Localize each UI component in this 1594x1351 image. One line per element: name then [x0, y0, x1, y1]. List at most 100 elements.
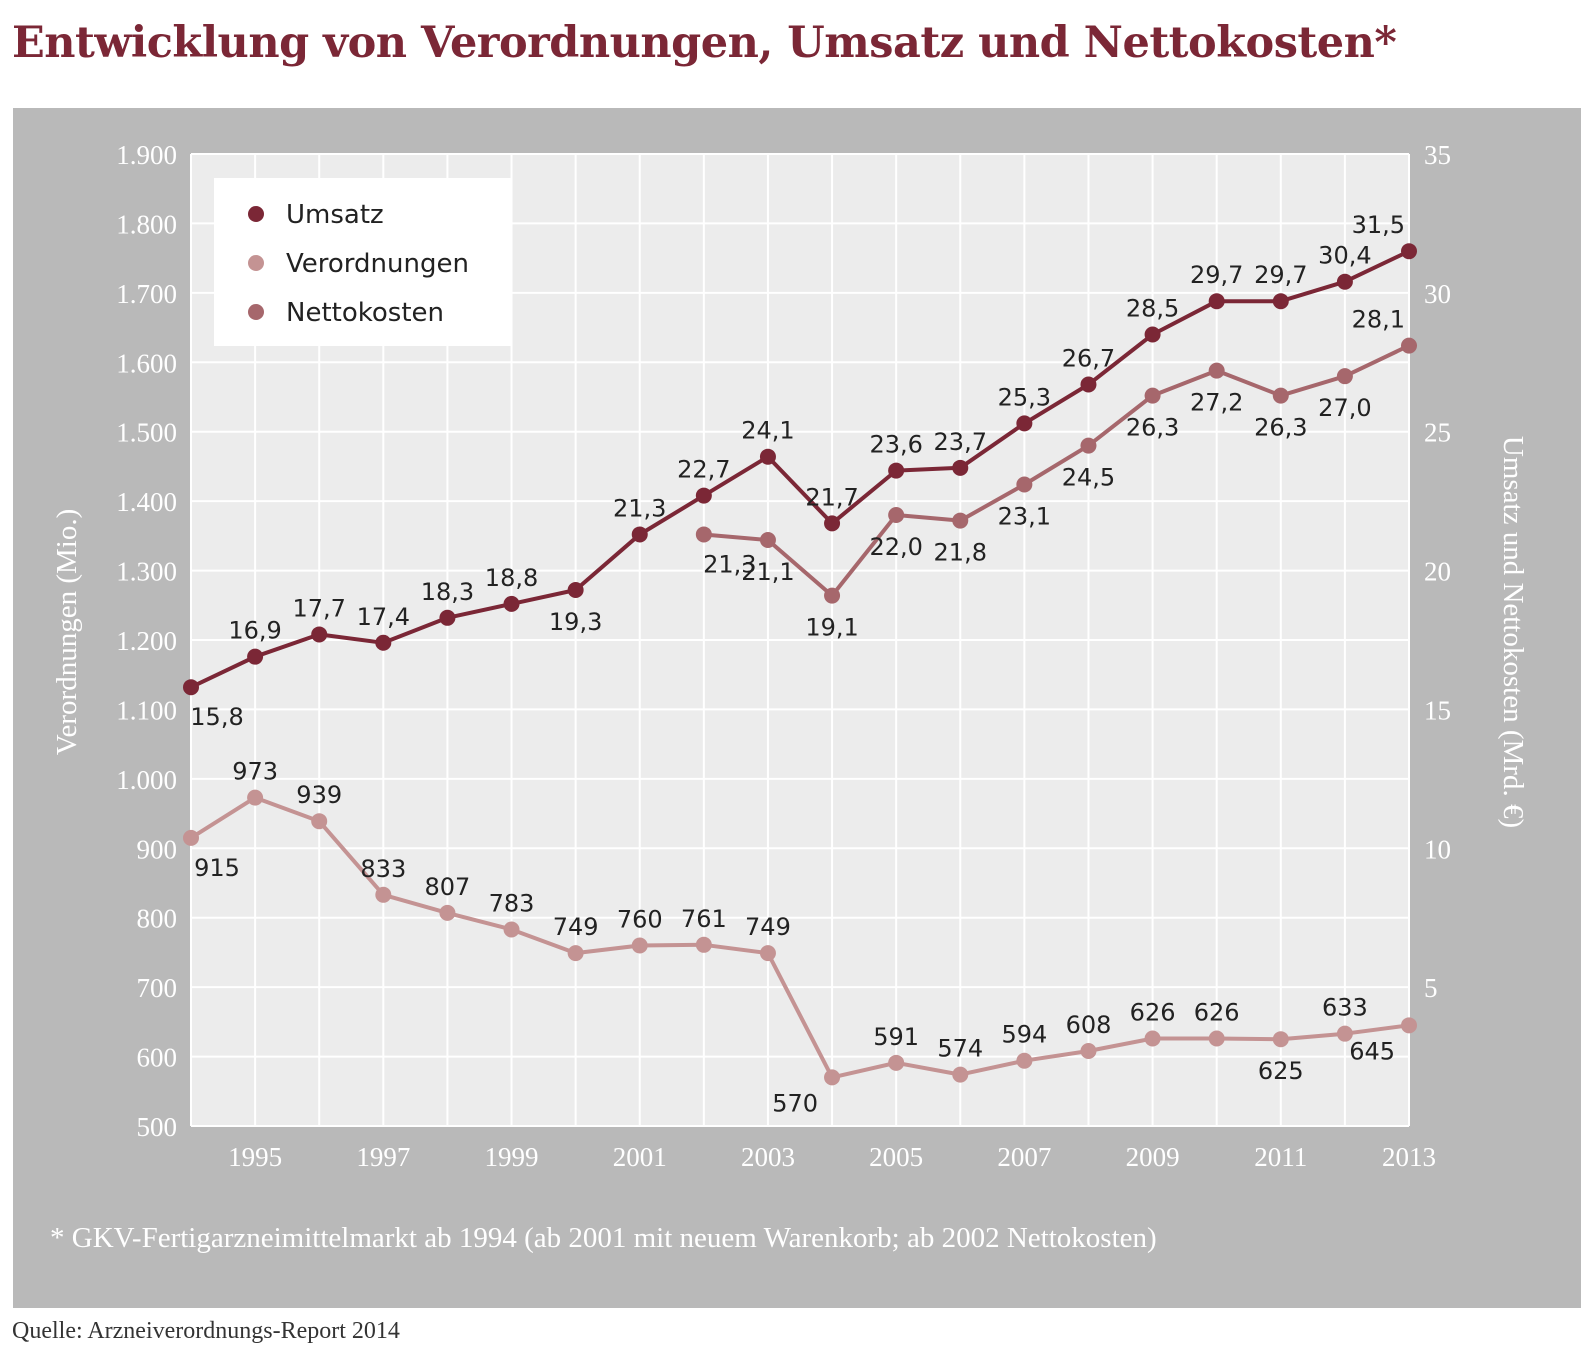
data-point-umsatz: [439, 609, 456, 626]
data-label-umsatz: 17,7: [292, 594, 345, 622]
data-label-verordnungen: 633: [1322, 994, 1368, 1022]
data-point-nettokosten: [1080, 437, 1097, 454]
series-line-nettokosten: [703, 343, 1410, 598]
data-point-umsatz: [1016, 415, 1033, 432]
data-point-umsatz: [567, 582, 584, 599]
data-label-verordnungen: 939: [296, 781, 342, 809]
data-point-verordnungen: [375, 886, 392, 903]
data-label-verordnungen: 749: [553, 913, 599, 941]
left-axis-tick-label: 1.600: [116, 348, 177, 378]
left-axis-tick-label: 1.100: [116, 695, 177, 725]
legend-label-verordnungen: Verordnungen: [286, 249, 469, 279]
x-axis-tick-label: 2013: [1382, 1142, 1436, 1172]
series-line-umsatz: [190, 249, 1410, 690]
x-axis-tick-label: 2009: [1126, 1142, 1180, 1172]
x-axis-tick-label: 1995: [228, 1142, 282, 1172]
data-label-umsatz: 30,4: [1318, 242, 1371, 270]
x-axis-tick-label: 2001: [613, 1142, 667, 1172]
x-axis-tick-label: 2005: [869, 1142, 923, 1172]
data-label-nettokosten: 23,1: [998, 502, 1051, 530]
data-point-verordnungen: [759, 945, 776, 962]
data-point-umsatz: [1144, 326, 1161, 343]
data-label-verordnungen: 625: [1258, 1057, 1304, 1085]
legend-marker-nettokosten: [248, 304, 264, 320]
data-point-verordnungen: [439, 904, 456, 921]
legend-marker-verordnungen: [248, 255, 264, 271]
data-label-verordnungen: 574: [937, 1035, 983, 1063]
data-point-nettokosten: [1144, 387, 1161, 404]
data-label-verordnungen: 833: [360, 855, 406, 883]
data-label-verordnungen: 626: [1130, 999, 1176, 1027]
data-point-nettokosten: [824, 587, 841, 604]
left-axis-ticks: 500 600 700 800 900 1.000 1.100 1.200 1.300 1.400…: [116, 140, 177, 1142]
data-point-umsatz: [759, 448, 776, 465]
data-label-verordnungen: 591: [873, 1023, 919, 1051]
left-axis-tick-label: 600: [137, 1043, 178, 1073]
left-axis-label: Verordnungen (Mio.): [51, 509, 83, 755]
data-point-verordnungen: [631, 937, 648, 954]
data-label-umsatz: 23,6: [869, 431, 922, 459]
chart-title: Entwicklung von Verordnungen, Umsatz und…: [12, 18, 1397, 68]
data-label-verordnungen: 760: [617, 905, 663, 933]
data-point-verordnungen: [247, 789, 264, 806]
data-label-nettokosten: 24,5: [1062, 464, 1115, 492]
data-label-nettokosten: 27,2: [1190, 389, 1243, 417]
data-label-verordnungen: 594: [1001, 1021, 1047, 1049]
left-axis-tick-label: 900: [137, 834, 178, 864]
data-point-umsatz: [1272, 293, 1289, 310]
data-point-umsatz: [888, 462, 905, 479]
right-axis-tick-label: 15: [1424, 695, 1451, 725]
data-label-nettokosten: 27,0: [1318, 394, 1371, 422]
data-point-nettokosten: [1401, 337, 1417, 354]
data-label-nettokosten: 21,1: [741, 558, 794, 586]
data-label-verordnungen: 783: [489, 890, 535, 918]
left-axis-tick-label: 700: [137, 973, 178, 1003]
left-axis-tick-label: 1.300: [116, 557, 177, 587]
data-label-verordnungen: 645: [1349, 1037, 1395, 1065]
data-label-umsatz: 16,9: [228, 617, 281, 645]
data-label-umsatz: 29,7: [1190, 261, 1243, 289]
data-point-umsatz: [183, 679, 199, 696]
left-axis-tick-label: 1.700: [116, 279, 177, 309]
x-axis-tick-label: 1997: [356, 1142, 410, 1172]
data-point-verordnungen: [1401, 1017, 1417, 1034]
data-point-nettokosten: [695, 526, 712, 543]
data-point-umsatz: [824, 515, 841, 532]
data-point-umsatz: [247, 648, 264, 665]
x-axis-tick-label: 2003: [741, 1142, 795, 1172]
data-point-verordnungen: [1016, 1052, 1033, 1069]
data-point-verordnungen: [567, 945, 584, 962]
data-point-verordnungen: [311, 813, 328, 830]
data-label-nettokosten: 26,3: [1126, 414, 1179, 442]
legend-label-umsatz: Umsatz: [286, 200, 384, 230]
data-point-verordnungen: [1080, 1043, 1097, 1060]
data-point-verordnungen: [824, 1069, 841, 1086]
x-axis-tick-label: 2007: [997, 1142, 1051, 1172]
data-point-umsatz: [503, 595, 520, 612]
series-line-verordnungen: [189, 795, 1410, 1080]
data-label-umsatz: 23,7: [934, 428, 987, 456]
data-label-verordnungen: 973: [232, 758, 278, 786]
x-axis-ticks: 1995 1997 1999 2001 2003 2005 2007 2009 2011 2013: [228, 1142, 1436, 1172]
data-label-nettokosten: 28,1: [1352, 306, 1405, 334]
left-axis-tick-label: 1.400: [116, 487, 177, 517]
series-group: [183, 243, 1417, 1086]
data-point-umsatz: [1336, 273, 1353, 290]
data-label-umsatz: 18,8: [485, 564, 538, 592]
data-point-verordnungen: [1336, 1025, 1353, 1042]
data-point-nettokosten: [888, 507, 905, 524]
legend: Umsatz Verordnungen Nettokosten: [214, 178, 511, 346]
data-label-umsatz: 26,7: [1062, 345, 1115, 373]
data-label-nettokosten: 21,3: [703, 550, 756, 578]
data-point-verordnungen: [1144, 1030, 1161, 1047]
data-label-verordnungen: 807: [425, 873, 471, 901]
data-point-verordnungen: [503, 921, 520, 938]
data-point-umsatz: [952, 459, 969, 476]
data-label-nettokosten: 21,8: [934, 539, 987, 567]
data-label-nettokosten: 22,0: [869, 533, 922, 561]
right-axis-ticks: 5 10 15 20 25 30 35: [1424, 140, 1451, 1003]
left-axis-tick-label: 500: [137, 1112, 178, 1142]
right-axis-tick-label: 5: [1424, 973, 1438, 1003]
data-point-umsatz: [631, 526, 648, 543]
